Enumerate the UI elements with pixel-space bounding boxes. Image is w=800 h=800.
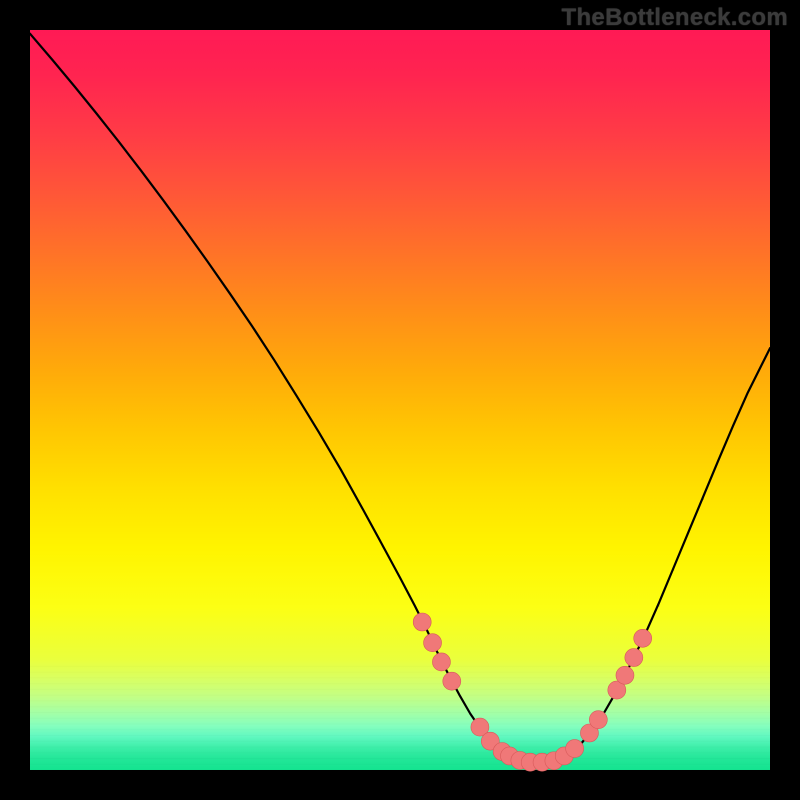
curve-marker [634,629,652,647]
curve-marker [566,740,584,758]
curve-marker [432,653,450,671]
curve-marker [413,613,431,631]
bottleneck-chart: TheBottleneck.com [0,0,800,800]
curve-marker [616,666,634,684]
curve-marker [625,649,643,667]
curve-marker [424,634,442,652]
curve-marker [443,672,461,690]
curve-marker [589,711,607,729]
chart-svg [0,0,800,800]
chart-background [30,30,770,770]
